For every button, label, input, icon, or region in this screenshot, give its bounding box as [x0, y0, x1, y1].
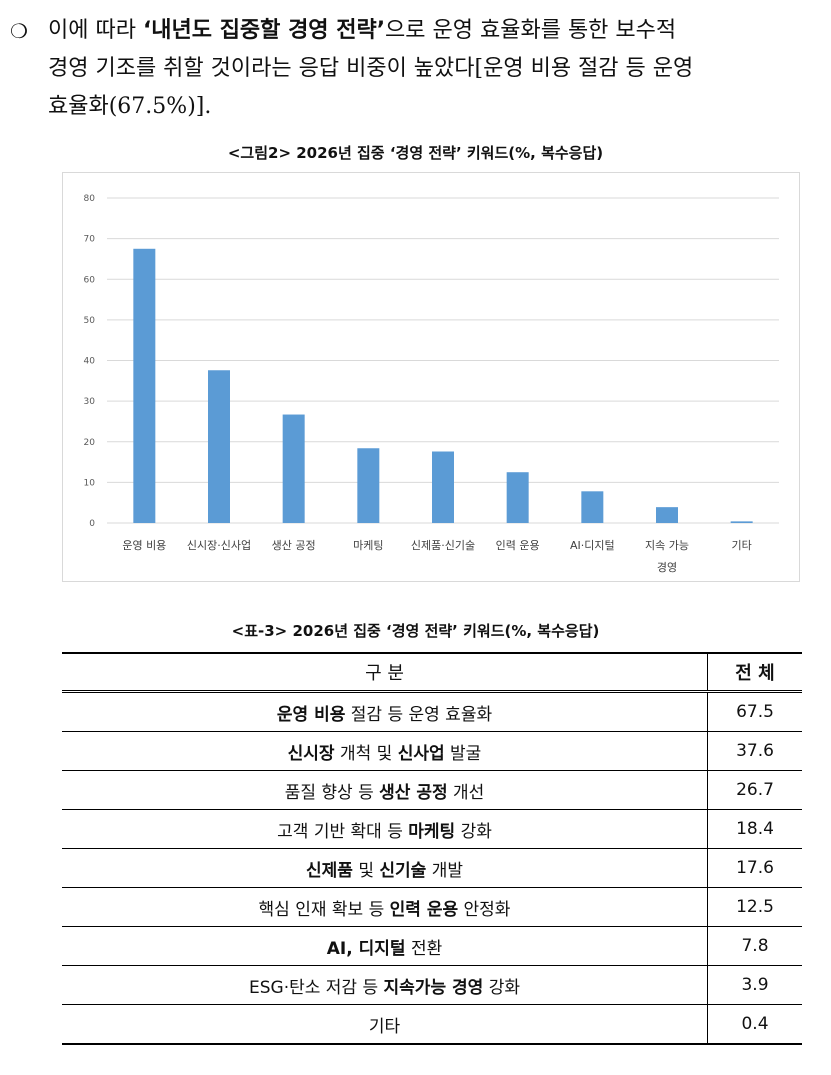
table-row: AI, 디지털 전환 7.8	[62, 926, 802, 966]
table-header-row: 구 분 전 체	[62, 652, 802, 693]
row-value: 26.7	[707, 770, 802, 810]
category-keyword: 지속가능 경영	[383, 977, 484, 998]
category-text: 안정화	[458, 899, 511, 920]
table-row: 운영 비용 절감 등 운영 효율화 67.5	[62, 691, 802, 732]
y-tick-label: 0	[89, 519, 95, 529]
category-keyword: AI, 디지털	[326, 938, 406, 959]
category-text: ESG·탄소 저감 등	[249, 977, 384, 998]
paragraph-line-1-pre: 이에 따라	[48, 18, 143, 43]
row-category: 품질 향상 등 생산 공정 개선	[62, 770, 708, 810]
x-tick-label: AI·디지털	[570, 539, 615, 552]
bar	[282, 414, 305, 523]
row-category: 운영 비용 절감 등 운영 효율화	[62, 691, 708, 732]
row-category: 핵심 인재 확보 등 인력 운용 안정화	[62, 887, 708, 927]
table-row: ESG·탄소 저감 등 지속가능 경영 강화 3.9	[62, 965, 802, 1005]
row-value: 3.9	[707, 965, 802, 1005]
x-tick-label: 생산 공정	[272, 539, 316, 552]
row-value: 7.8	[707, 926, 802, 966]
row-category: AI, 디지털 전환	[62, 926, 708, 966]
category-text: 전환	[405, 938, 443, 959]
x-tick-label: 인력 운용	[496, 539, 540, 552]
bar	[656, 507, 678, 523]
row-value: 12.5	[707, 887, 802, 927]
category-text: 개발	[426, 860, 463, 881]
x-tick-label: 기타	[732, 539, 752, 552]
category-keyword: 인력 운용	[389, 899, 459, 920]
paragraph-line-2: 경영 기조를 취할 것이라는 응답 비중이 높았다[운영 비용 절감 등 운영	[48, 56, 694, 81]
paragraph-line-3: 효율화(67.5%)].	[48, 94, 212, 119]
category-keyword: 신기술	[379, 860, 427, 881]
table-caption: <표-3> 2026년 집중 ‘경영 전략’ 키워드(%, 복수응답)	[231, 622, 600, 640]
category-text: 핵심 인재 확보 등	[258, 899, 390, 920]
category-text: 고객 기반 확대 등	[277, 821, 409, 842]
row-value: 18.4	[707, 809, 802, 849]
x-tick-label: 운영 비용	[122, 539, 166, 552]
x-tick-label: 마케팅	[353, 539, 383, 552]
category-keyword: 마케팅	[408, 821, 456, 842]
x-tick-label: 신제품·신기술	[411, 539, 475, 552]
x-tick-label: 신시장·신사업	[187, 539, 251, 552]
bar	[208, 370, 230, 523]
row-value: 37.6	[707, 731, 802, 771]
chart-frame: 0 10 20 30 40 50 60 70 80 운영 비용 신시장·신사업 생산 공정 마케팅 신제품…	[62, 172, 800, 582]
y-tick-label: 40	[84, 357, 96, 367]
row-category: 신시장 개척 및 신사업 발굴	[62, 731, 708, 771]
bar	[506, 472, 529, 523]
category-keyword: 신사업	[397, 743, 445, 764]
y-tick-label: 60	[84, 275, 96, 285]
row-category: 고객 기반 확대 등 마케팅 강화	[62, 809, 708, 849]
y-tick-label: 80	[84, 194, 96, 204]
category-keyword: 운영 비용	[276, 704, 346, 725]
category-text: 품질 향상 등	[284, 782, 380, 803]
y-tick-label: 10	[84, 478, 96, 488]
row-value: 67.5	[707, 691, 802, 732]
category-text: 기타	[368, 1016, 401, 1037]
category-keyword: 신시장	[287, 743, 335, 764]
paragraph-line-1-bold: ‘내년도 집중할 경영 전략’	[142, 18, 386, 43]
category-text: 개선	[447, 782, 485, 803]
table-row: 기타 0.4	[62, 1004, 802, 1045]
table-row: 고객 기반 확대 등 마케팅 강화 18.4	[62, 809, 802, 849]
row-category: 신제품 및 신기술 개발	[62, 848, 708, 888]
category-keyword: 생산 공정	[379, 782, 448, 803]
category-text: 절감 등 운영 효율화	[345, 704, 493, 725]
y-tick-label: 70	[84, 235, 96, 245]
x-tick-label: 지속 가능	[645, 539, 689, 552]
row-category: 기타	[62, 1004, 708, 1045]
strategy-table: 구 분 전 체 운영 비용 절감 등 운영 효율화 67.5 신시장 개척 및 신사…	[62, 652, 802, 1045]
table-row: 핵심 인재 확보 등 인력 운용 안정화 12.5	[62, 887, 802, 927]
table-row: 신제품 및 신기술 개발 17.6	[62, 848, 802, 888]
row-value: 0.4	[707, 1004, 802, 1045]
table-row: 신시장 개척 및 신사업 발굴 37.6	[62, 731, 802, 771]
y-tick-label: 30	[84, 397, 96, 407]
bar	[357, 448, 380, 523]
bar	[133, 248, 156, 523]
header-total: 전 체	[707, 652, 802, 693]
bar	[581, 491, 604, 523]
circle-bullet-icon: ❍	[10, 19, 28, 43]
table-body: 운영 비용 절감 등 운영 효율화 67.5 신시장 개척 및 신사업 발굴 37.6…	[62, 691, 802, 1045]
y-tick-label: 50	[84, 316, 96, 326]
figure-caption: <그림2> 2026년 집중 ‘경영 전략’ 키워드(%, 복수응답)	[227, 144, 604, 162]
bar	[730, 521, 753, 523]
x-tick-label: 경영	[657, 561, 677, 574]
category-keyword: 신제품	[306, 860, 353, 881]
paragraph-line-1: 이에 따라 ‘내년도 집중할 경영 전략’으로 운영 효율화를 통한 보수적	[48, 12, 676, 50]
y-tick-label: 20	[84, 438, 96, 448]
row-category: ESG·탄소 저감 등 지속가능 경영 강화	[62, 965, 708, 1005]
category-text: 개척 및	[334, 743, 398, 764]
paragraph-line-1-post: 으로 운영 효율화를 통한 보수적	[385, 18, 677, 43]
category-text: 강화	[483, 977, 520, 998]
bar-chart: 0 10 20 30 40 50 60 70 80 운영 비용 신시장·신사업 생산 공정 마케팅 신제품…	[84, 194, 779, 574]
category-text: 및	[352, 860, 380, 881]
row-value: 17.6	[707, 848, 802, 888]
bar	[432, 451, 454, 523]
category-text: 발굴	[444, 743, 482, 764]
category-text: 강화	[455, 821, 492, 842]
table-row: 품질 향상 등 생산 공정 개선 26.7	[62, 770, 802, 810]
header-category: 구 분	[62, 652, 708, 693]
